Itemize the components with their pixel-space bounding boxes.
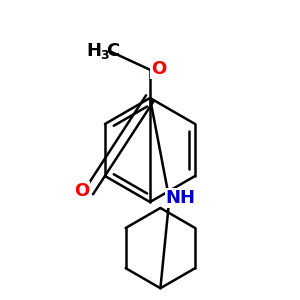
Text: 3: 3 [100, 49, 109, 62]
Text: O: O [74, 182, 89, 200]
Text: H: H [86, 42, 101, 60]
Text: O: O [151, 60, 166, 78]
Text: NH: NH [166, 189, 196, 207]
Text: C: C [106, 42, 119, 60]
